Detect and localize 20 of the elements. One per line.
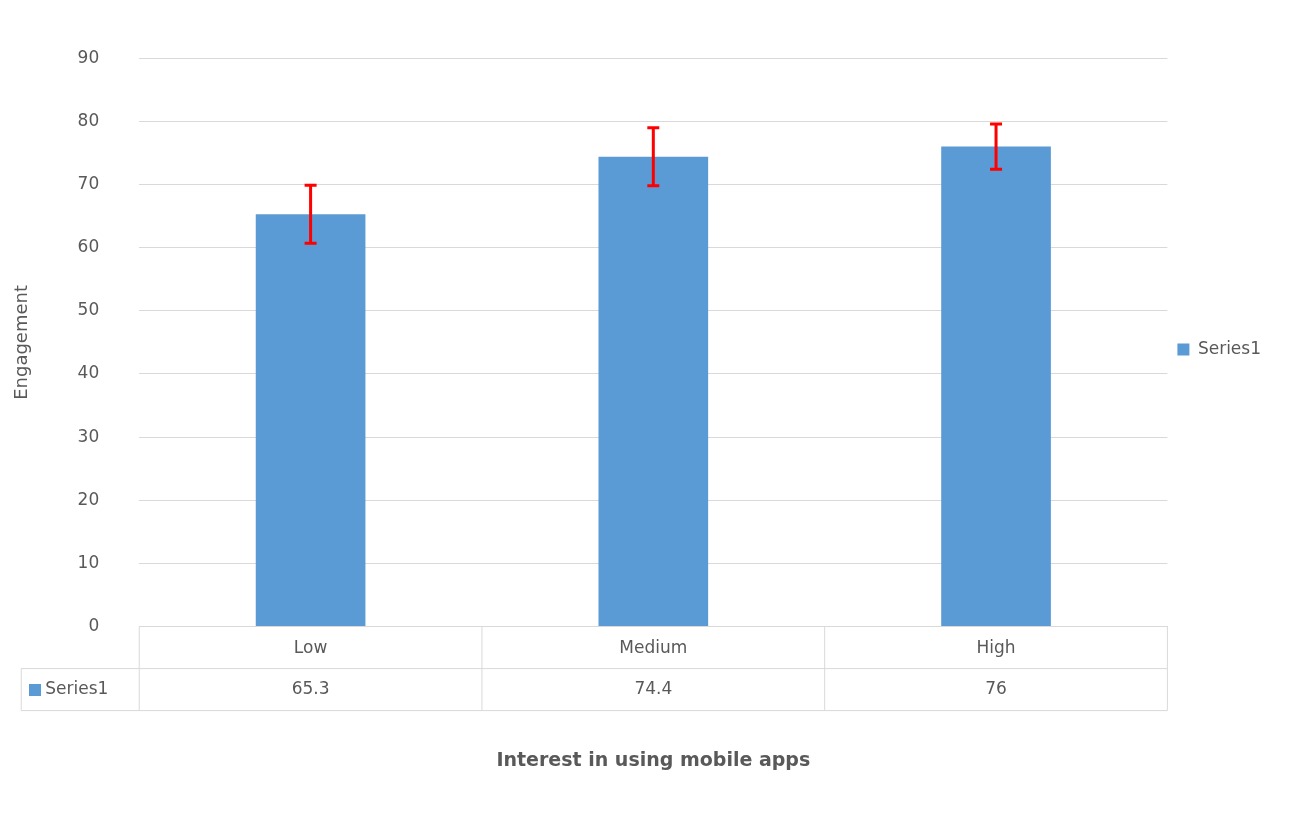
data-label: 76 [985,678,1007,699]
legend-label: Series1 [1197,337,1262,358]
y-tick-label: 80 [77,109,100,130]
data-label: 74.4 [634,678,673,699]
y-tick-label: 40 [77,362,100,383]
y-tick-label: 70 [77,172,100,193]
y-tick-label: 60 [77,236,100,257]
x-axis-title: Interest in using mobile apps [496,747,811,770]
x-tick-label: Medium [619,637,688,658]
y-axis-title: Engagement [10,284,32,400]
x-tick-label: Low [293,637,328,658]
y-tick-label: 0 [88,615,100,636]
y-tick-label: 30 [77,425,100,446]
data-label: 65.3 [291,678,330,699]
text: Series1 [45,678,109,699]
x-tick-label: High [976,637,1016,658]
y-tick-label: 90 [77,46,100,67]
y-tick-label: 20 [77,488,100,509]
y-tick-label: 50 [77,299,100,320]
y-tick-label: 10 [77,551,100,572]
